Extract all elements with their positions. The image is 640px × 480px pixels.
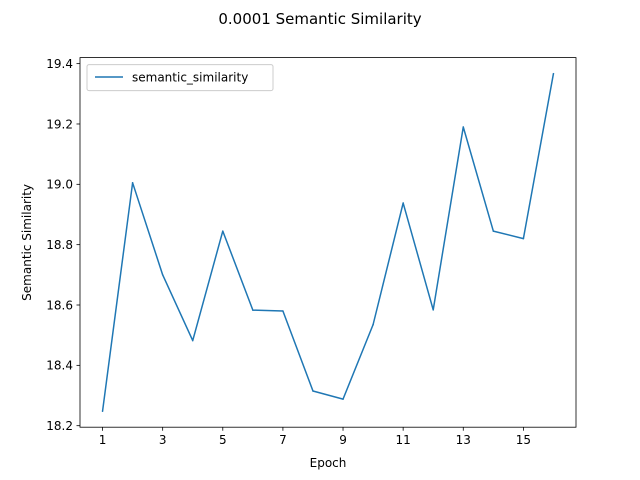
- data-point: [402, 202, 404, 204]
- x-tick-label: 7: [279, 433, 287, 447]
- data-point: [372, 323, 374, 326]
- x-axis-ticks: 1 3 5 7 9 11 13 15: [99, 427, 531, 447]
- data-point: [101, 410, 104, 412]
- x-tick-label: 9: [339, 433, 347, 447]
- x-tick-label: 13: [456, 433, 471, 447]
- data-point: [191, 339, 194, 342]
- data-point: [342, 398, 344, 400]
- x-tick-label: 5: [219, 433, 227, 447]
- data-point: [552, 72, 555, 75]
- chart-title: 0.0001 Semantic Similarity: [218, 10, 421, 28]
- legend-frame: [86, 64, 274, 92]
- x-axis-label: Epoch: [310, 456, 347, 470]
- data-point: [131, 182, 134, 184]
- legend: semantic_similarity: [86, 64, 274, 92]
- y-tick-label: 19.4: [46, 57, 73, 71]
- data-point: [522, 237, 525, 240]
- series-line: [101, 73, 555, 412]
- legend-label: semantic_similarity: [132, 71, 248, 85]
- data-point: [282, 310, 284, 312]
- data-point: [252, 309, 254, 311]
- y-tick-label: 18.4: [46, 359, 73, 373]
- x-tick-label: 15: [516, 433, 531, 447]
- y-tick-label: 19.0: [46, 178, 73, 192]
- x-tick-label: 1: [99, 433, 107, 447]
- data-point: [222, 230, 224, 232]
- data-point: [161, 274, 164, 276]
- data-point: [312, 390, 314, 392]
- series-layer: [101, 72, 555, 412]
- plot-frame: [79, 57, 577, 428]
- x-tick-label: 11: [396, 433, 411, 447]
- data-point: [432, 309, 434, 311]
- y-tick-label: 18.6: [46, 298, 73, 312]
- y-tick-label: 19.2: [46, 117, 73, 131]
- plot-area: [80, 57, 576, 428]
- x-tick-label: 3: [159, 433, 167, 447]
- y-tick-label: 18.8: [46, 238, 73, 252]
- data-point: [492, 230, 495, 232]
- data-point: [462, 126, 465, 128]
- y-axis-ticks: 18.2 18.4 18.6 18.8 19.0 19.2 19.4: [46, 57, 80, 433]
- y-tick-label: 18.2: [46, 419, 73, 433]
- y-axis-label: Semantic Similarity: [20, 184, 34, 301]
